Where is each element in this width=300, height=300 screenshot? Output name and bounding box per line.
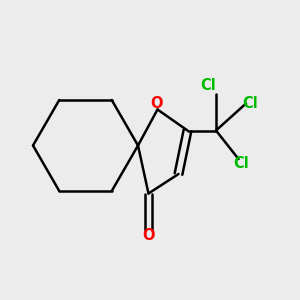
Text: O: O (151, 96, 163, 111)
Text: Cl: Cl (234, 156, 249, 171)
Text: Cl: Cl (201, 78, 216, 93)
Text: O: O (142, 228, 155, 243)
Text: Cl: Cl (243, 96, 258, 111)
